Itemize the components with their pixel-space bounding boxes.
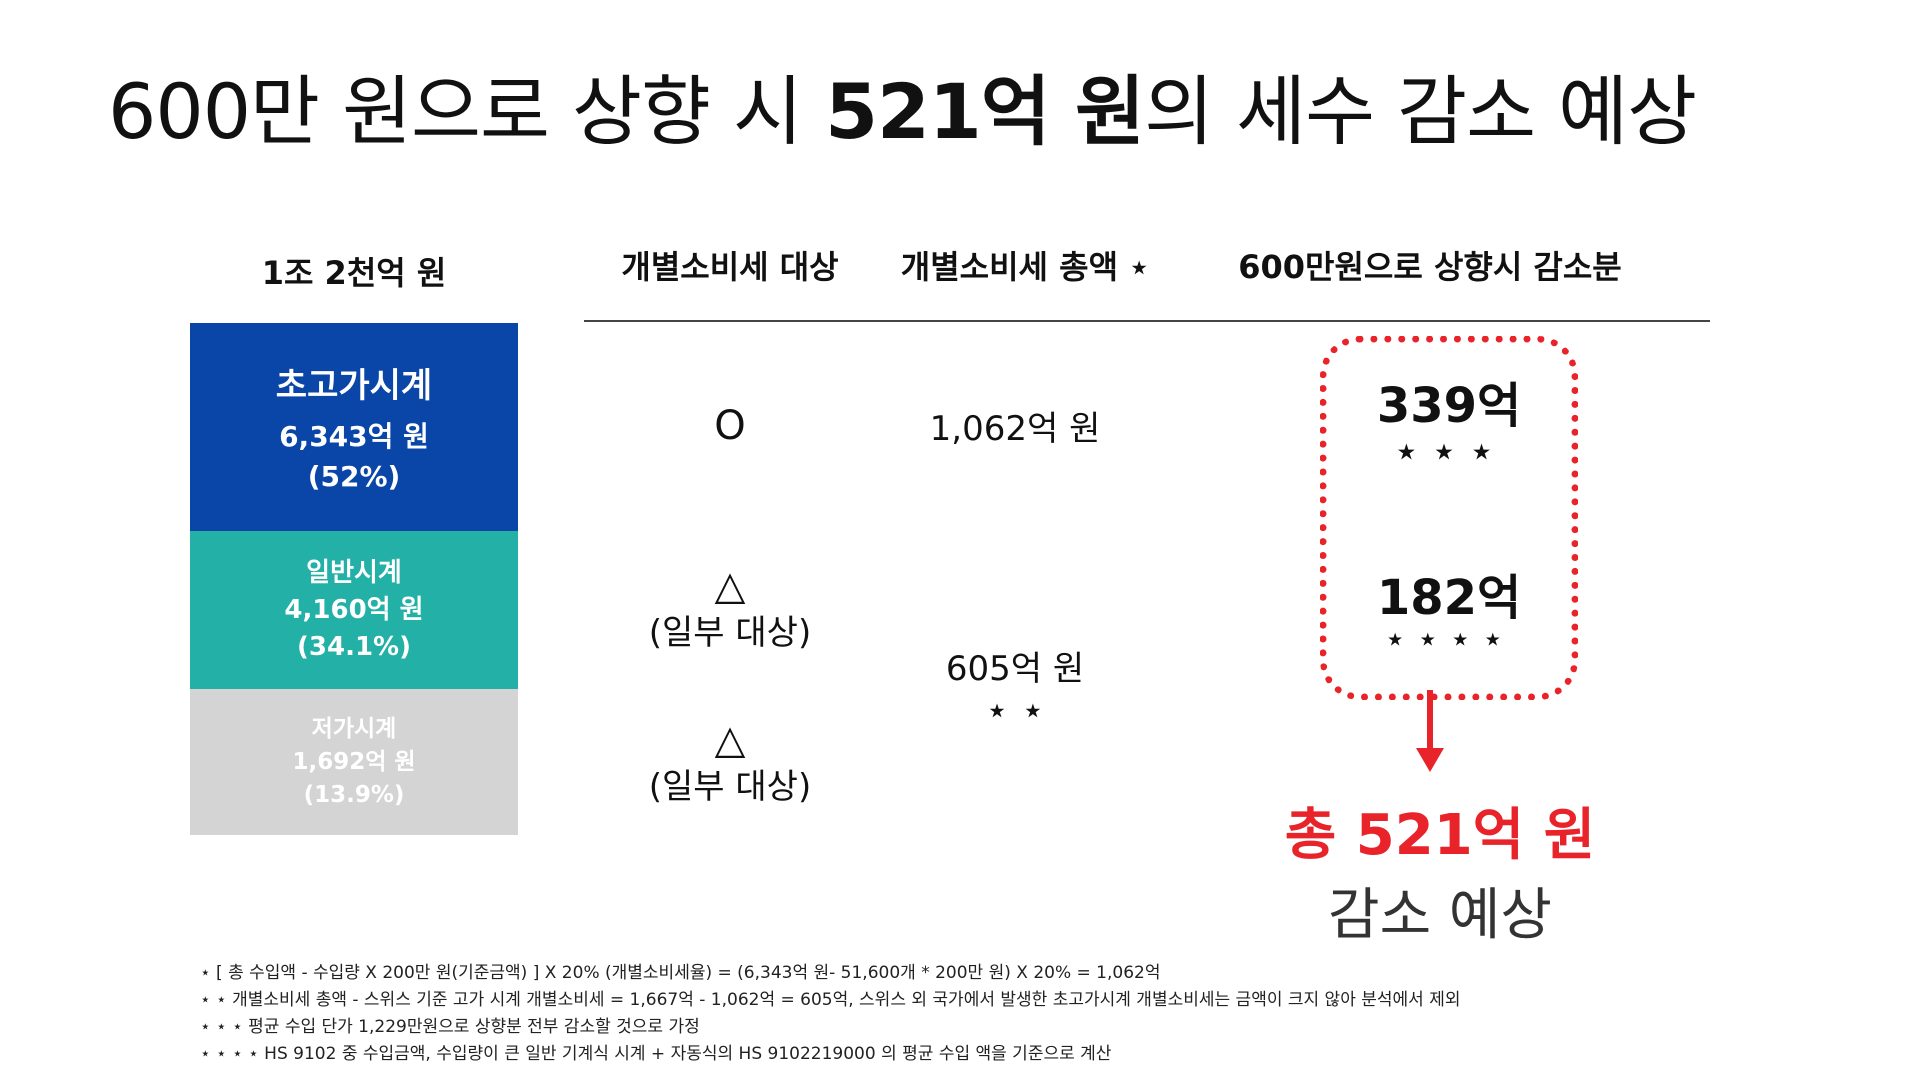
segment-general: 일반시계 4,160억 원 (34.1%) bbox=[190, 531, 518, 689]
title-prefix: 600만 원으로 상향 시 bbox=[108, 67, 826, 156]
column-header-reduction: 600만원으로 상향시 감소분 bbox=[1238, 248, 1622, 286]
segment-name: 초고가시계 bbox=[275, 365, 433, 406]
target-symbol: △ bbox=[714, 563, 746, 609]
target-symbol: △ bbox=[714, 717, 746, 763]
segment-percent: (13.9%) bbox=[303, 781, 405, 808]
segment-name: 일반시계 bbox=[306, 557, 402, 588]
target-row-2: △ (일부 대상) bbox=[620, 562, 840, 656]
arrow-head-icon bbox=[1416, 748, 1444, 772]
target-row-1: O bbox=[620, 402, 840, 450]
title-suffix: 의 세수 감소 예상 bbox=[1144, 67, 1697, 156]
reduction-cell-1: 339억 ⋆⋆⋆ bbox=[1330, 378, 1568, 477]
segment-low-end: 저가시계 1,692억 원 (13.9%) bbox=[190, 689, 518, 835]
page-title: 600만 원으로 상향 시 521억 원의 세수 감소 예상 bbox=[108, 62, 1697, 162]
segment-name: 저가시계 bbox=[311, 715, 397, 742]
total-value-1: 1,062억 원 bbox=[929, 409, 1101, 449]
column-header-total: 개별소비세 총액 ⋆ bbox=[900, 248, 1150, 286]
target-note: (일부 대상) bbox=[648, 613, 812, 653]
target-symbol: O bbox=[714, 403, 746, 449]
reduction-cell-2: 182억 ⋆⋆⋆⋆ bbox=[1330, 570, 1568, 660]
footnote-4: ⋆ ⋆ ⋆ ⋆ HS 9102 중 수입금액, 수입량이 큰 일반 기계식 시계… bbox=[200, 1044, 1112, 1064]
total-reduction: 총 521억 원 bbox=[1284, 803, 1596, 868]
title-highlight: 521억 원 bbox=[825, 67, 1145, 156]
footnote-3: ⋆ ⋆ ⋆ 평균 수입 단가 1,229만원으로 상향분 전부 감소할 것으로 … bbox=[200, 1017, 700, 1037]
segment-percent: (52%) bbox=[307, 459, 401, 493]
segment-ultra-high-end: 초고가시계 6,343억 원 (52%) bbox=[190, 323, 518, 531]
segment-value: 4,160억 원 bbox=[284, 594, 424, 625]
total-value-2: 605억 원 bbox=[945, 649, 1085, 689]
footnote-1: ⋆ [ 총 수입액 - 수입량 X 200만 원(기준금액) ] X 20% (… bbox=[200, 963, 1161, 983]
reduction-value-2: 182억 bbox=[1376, 570, 1522, 626]
segment-value: 1,692억 원 bbox=[292, 748, 416, 775]
stack-header: 1조 2천억 원 bbox=[261, 254, 447, 292]
down-arrow-icon bbox=[1427, 690, 1433, 750]
target-row-3: △ (일부 대상) bbox=[620, 716, 840, 810]
footnote-2: ⋆ ⋆ 개별소비세 총액 - 스위스 기준 고가 시계 개별소비세 = 1,66… bbox=[200, 990, 1461, 1010]
reduction-mark-2: ⋆⋆⋆⋆ bbox=[1383, 619, 1515, 660]
reduction-mark-1: ⋆⋆⋆ bbox=[1392, 426, 1506, 477]
column-header-target: 개별소비세 대상 bbox=[621, 248, 839, 286]
total-cell-2: 605억 원 ⋆ ⋆ bbox=[900, 646, 1130, 732]
header-divider bbox=[584, 320, 1710, 322]
reduction-highlight-box bbox=[1320, 336, 1578, 700]
target-note: (일부 대상) bbox=[648, 767, 812, 807]
total-reduction-label: 감소 예상 bbox=[1328, 883, 1552, 948]
segment-percent: (34.1%) bbox=[297, 631, 411, 662]
reduction-value-1: 339억 bbox=[1376, 378, 1522, 434]
segment-value: 6,343억 원 bbox=[279, 419, 429, 453]
total-mark-2: ⋆ ⋆ bbox=[985, 688, 1045, 732]
footnotes: ⋆ [ 총 수입액 - 수입량 X 200만 원(기준금액) ] X 20% (… bbox=[200, 960, 1460, 1068]
